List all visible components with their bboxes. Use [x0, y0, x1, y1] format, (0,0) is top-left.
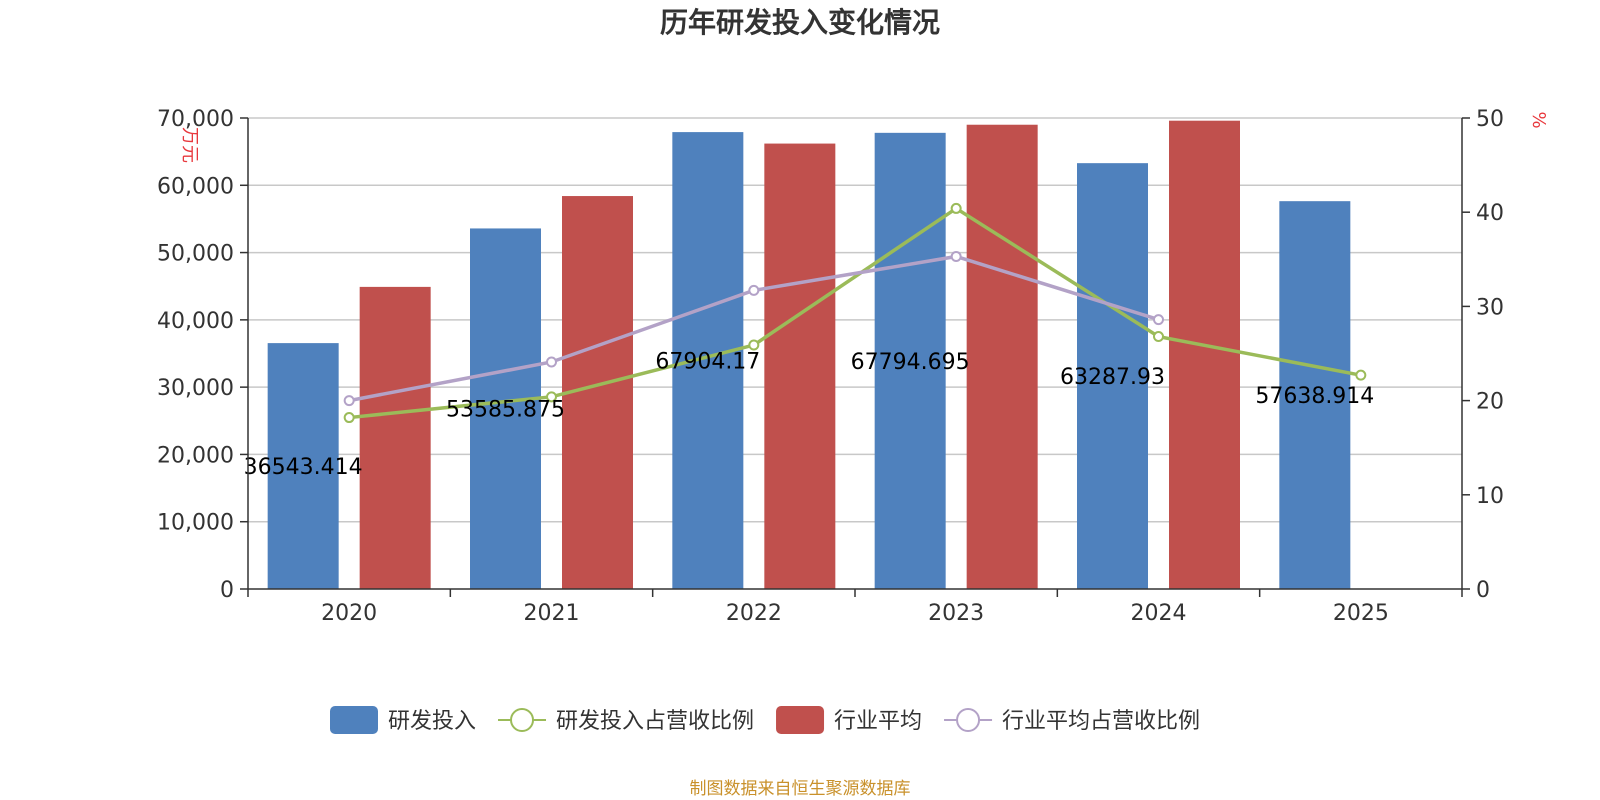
bar-data-label: 63287.93 — [1060, 365, 1165, 390]
legend-swatch — [776, 706, 825, 734]
bar — [1279, 201, 1351, 589]
x-tick-label: 2020 — [321, 601, 377, 626]
x-tick-label: 2021 — [524, 601, 580, 626]
bar — [359, 286, 431, 589]
x-tick-label: 2024 — [1131, 601, 1187, 626]
legend-swatch-marker — [956, 708, 981, 732]
bar — [267, 343, 339, 589]
bar — [672, 132, 744, 590]
right-tick-label: 50 — [1476, 107, 1504, 132]
bar-label-group: 36543.414 53585.875 67904.17 67794.695 63287… — [244, 350, 1375, 481]
axes: 0 10,000 20,000 30,000 40,000 50,000 60,000 70,… — [157, 107, 1504, 626]
line-point — [1153, 314, 1164, 326]
grid-lines — [248, 117, 1462, 523]
right-tick-label: 40 — [1476, 201, 1504, 226]
legend-label: 行业平均 — [834, 709, 922, 734]
legend-label: 研发投入 — [388, 709, 476, 734]
bar-group — [267, 120, 1351, 590]
bar-data-label: 67794.695 — [851, 350, 970, 375]
left-tick-label: 40,000 — [157, 309, 234, 334]
source-note: 制图数据来自恒生聚源数据库 — [690, 779, 911, 799]
legend-swatch-marker — [510, 708, 535, 732]
left-axis-unit: 万元 — [179, 127, 200, 163]
x-tick-label: 2022 — [726, 601, 782, 626]
left-tick-label: 30,000 — [157, 376, 234, 401]
series-line — [348, 206, 1362, 420]
legend-label: 行业平均占营收比例 — [1002, 709, 1200, 734]
line-point — [546, 356, 557, 368]
bar — [1077, 163, 1148, 589]
line-group — [343, 202, 1367, 424]
left-tick-label: 50,000 — [157, 242, 234, 267]
bar-data-label: 67904.17 — [655, 350, 760, 375]
bar — [1169, 120, 1240, 589]
right-axis-unit: % — [1528, 111, 1549, 128]
line-point — [748, 284, 760, 296]
left-tick-label: 10,000 — [157, 511, 234, 536]
line-point — [950, 202, 962, 214]
line-point — [343, 395, 355, 407]
legend-swatch — [330, 706, 378, 734]
right-tick-label: 30 — [1476, 295, 1504, 320]
line-point — [748, 339, 760, 351]
x-tick-label: 2023 — [928, 601, 984, 626]
line-point — [1355, 369, 1367, 381]
bar — [764, 143, 836, 589]
bar-data-label: 57638.914 — [1255, 384, 1374, 409]
bar — [874, 132, 946, 589]
bar-data-label: 36543.414 — [244, 455, 363, 480]
right-tick-label: 10 — [1476, 484, 1504, 509]
left-tick-label: 0 — [220, 578, 234, 603]
chart-title: 历年研发投入变化情况 — [660, 6, 940, 39]
legend-label: 研发投入占营收比例 — [556, 709, 754, 734]
line-point — [1153, 331, 1164, 343]
bar — [470, 228, 541, 590]
bar — [966, 124, 1038, 589]
left-tick-label: 60,000 — [157, 174, 234, 199]
right-tick-label: 0 — [1476, 578, 1490, 603]
left-tick-label: 70,000 — [157, 107, 234, 132]
line-point — [343, 412, 355, 424]
left-tick-label: 20,000 — [157, 443, 234, 468]
legend: 研发投入 研发投入占营收比例 行业平均 行业平均占营收比例 — [330, 706, 1200, 734]
x-tick-label: 2025 — [1333, 601, 1389, 626]
line-point — [546, 391, 557, 403]
line-point — [950, 250, 962, 262]
right-tick-label: 20 — [1476, 390, 1504, 415]
bar-data-label: 53585.875 — [446, 398, 565, 423]
